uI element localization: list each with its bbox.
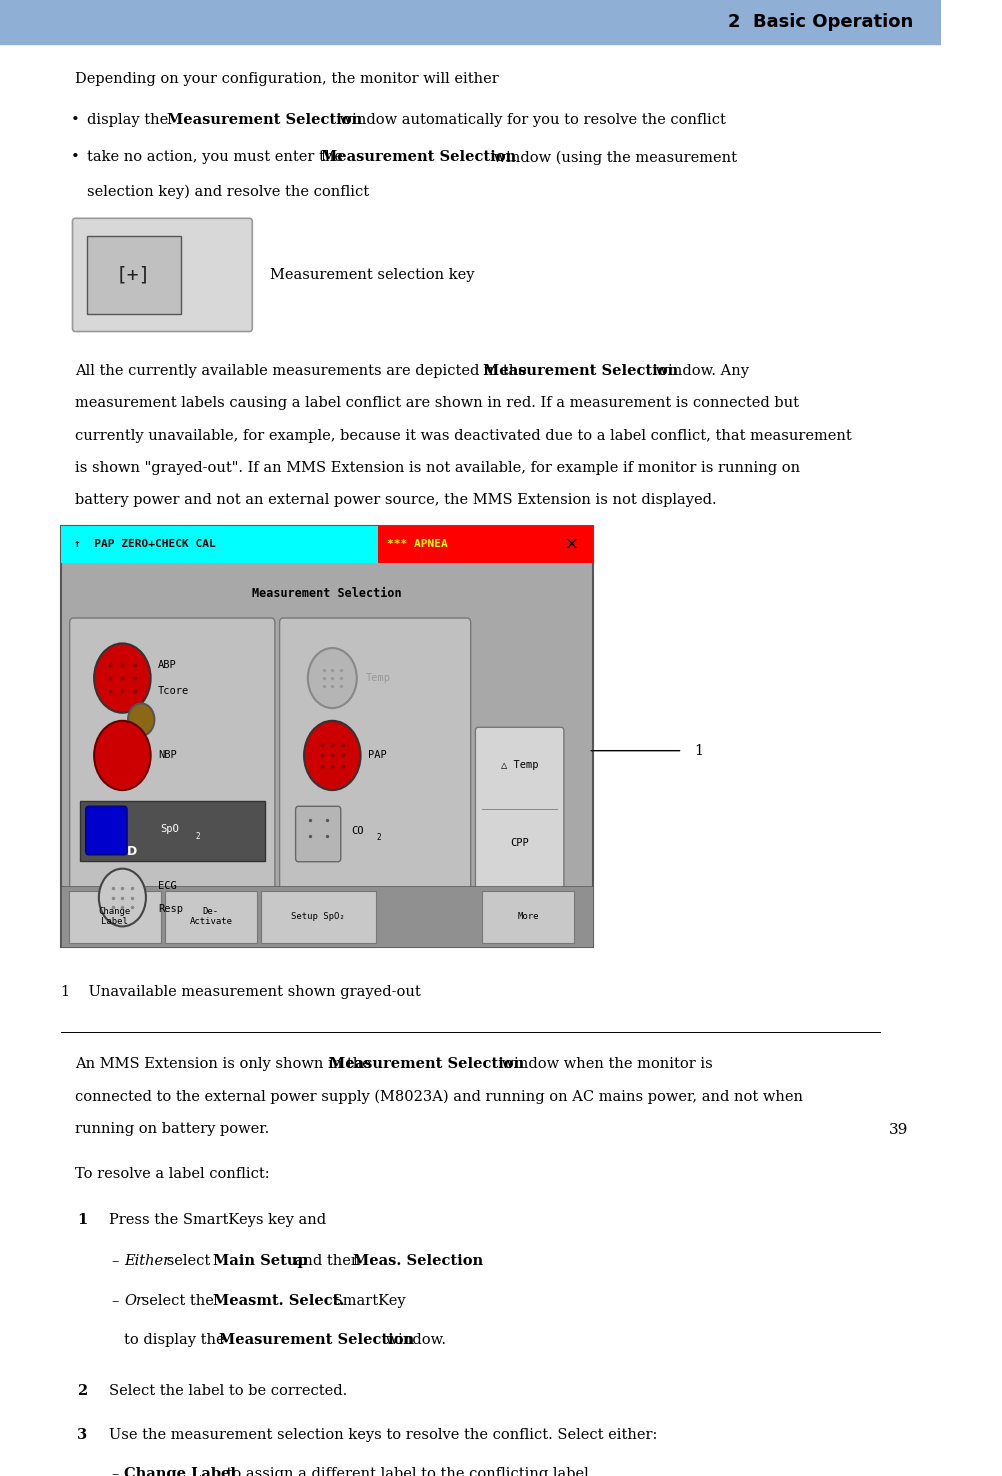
Text: D: D: [126, 844, 137, 858]
Text: Measmt. Select.: Measmt. Select.: [212, 1294, 344, 1308]
Text: To resolve a label conflict:: To resolve a label conflict:: [75, 1166, 270, 1181]
Bar: [164, 890, 257, 943]
Bar: [482, 890, 574, 943]
Text: Measurement Selection: Measurement Selection: [253, 587, 402, 601]
FancyBboxPatch shape: [69, 618, 275, 927]
Text: window automatically for you to resolve the conflict: window automatically for you to resolve …: [335, 114, 725, 127]
Text: *** APNEA: *** APNEA: [387, 539, 447, 549]
Text: to display the: to display the: [124, 1333, 229, 1348]
FancyBboxPatch shape: [296, 806, 341, 862]
Text: ×: ×: [564, 536, 578, 554]
Text: battery power and not an external power source, the MMS Extension is not display: battery power and not an external power …: [75, 493, 716, 508]
Circle shape: [99, 869, 145, 927]
Text: An MMS Extension is only shown in the: An MMS Extension is only shown in the: [75, 1057, 376, 1072]
Text: SpO: SpO: [160, 825, 178, 834]
Circle shape: [128, 704, 154, 737]
Text: 1: 1: [77, 1213, 87, 1227]
Bar: [69, 890, 160, 943]
Text: 2  Basic Operation: 2 Basic Operation: [727, 13, 912, 31]
Text: All the currently available measurements are depicted in the: All the currently available measurements…: [75, 365, 531, 378]
Text: ECG: ECG: [158, 881, 176, 892]
Text: Measurement Selection: Measurement Selection: [218, 1333, 414, 1348]
Text: [+]: [+]: [116, 266, 151, 285]
Text: running on battery power.: running on battery power.: [75, 1122, 270, 1135]
Text: 1    Unavailable measurement shown grayed-out: 1 Unavailable measurement shown grayed-o…: [61, 986, 421, 999]
Circle shape: [94, 644, 150, 713]
Text: Either: Either: [124, 1255, 170, 1268]
Text: NBP: NBP: [158, 750, 176, 760]
Text: SmartKey: SmartKey: [328, 1294, 406, 1308]
Circle shape: [304, 720, 360, 790]
Text: selection key) and resolve the conflict: selection key) and resolve the conflict: [86, 184, 369, 199]
Text: More: More: [517, 912, 538, 921]
Text: –: –: [111, 1467, 118, 1476]
Text: 2: 2: [77, 1384, 87, 1398]
Text: window. Any: window. Any: [650, 365, 748, 378]
Text: and then: and then: [290, 1255, 365, 1268]
Text: Setup SpO₂: Setup SpO₂: [291, 912, 345, 921]
Text: window.: window.: [381, 1333, 446, 1348]
Text: Measurement Selection: Measurement Selection: [166, 114, 362, 127]
Bar: [378, 525, 592, 562]
Text: •: •: [70, 151, 79, 164]
FancyBboxPatch shape: [72, 218, 253, 332]
Bar: [61, 886, 592, 948]
Text: select the: select the: [136, 1294, 218, 1308]
Text: Measurement Selection: Measurement Selection: [483, 365, 677, 378]
Text: currently unavailable, for example, because it was deactivated due to a label co: currently unavailable, for example, beca…: [75, 428, 852, 443]
Text: PAP: PAP: [368, 750, 387, 760]
Text: –: –: [111, 1294, 118, 1308]
Text: Change
Label: Change Label: [98, 906, 131, 927]
Text: Temp: Temp: [366, 673, 391, 683]
Text: –: –: [111, 1255, 118, 1268]
Bar: [61, 525, 378, 562]
Text: 1: 1: [693, 744, 702, 757]
Text: window when the monitor is: window when the monitor is: [497, 1057, 712, 1072]
Bar: [261, 890, 375, 943]
Text: 39: 39: [888, 1123, 908, 1137]
Bar: [0, 0, 941, 44]
Text: Measurement selection key: Measurement selection key: [270, 269, 474, 282]
Text: 2: 2: [195, 832, 200, 841]
Circle shape: [94, 720, 150, 790]
Text: Depending on your configuration, the monitor will either: Depending on your configuration, the mon…: [75, 72, 499, 86]
Text: window (using the measurement: window (using the measurement: [488, 151, 735, 164]
FancyBboxPatch shape: [280, 618, 470, 927]
Text: CO: CO: [351, 825, 364, 835]
Text: take no action, you must enter the: take no action, you must enter the: [86, 151, 347, 164]
Text: Use the measurement selection keys to resolve the conflict. Select either:: Use the measurement selection keys to re…: [109, 1427, 657, 1442]
Text: Tcore: Tcore: [158, 686, 189, 695]
Text: Measurement Selection: Measurement Selection: [321, 151, 515, 164]
Text: •: •: [70, 114, 79, 127]
Bar: [80, 800, 265, 861]
Text: Resp: Resp: [158, 905, 183, 914]
Text: 3: 3: [77, 1427, 87, 1442]
Circle shape: [308, 648, 357, 708]
Text: Select the label to be corrected.: Select the label to be corrected.: [109, 1384, 347, 1398]
Text: display the: display the: [86, 114, 172, 127]
Text: Press the SmartKeys key and: Press the SmartKeys key and: [109, 1213, 326, 1227]
FancyBboxPatch shape: [85, 806, 127, 855]
Text: : to assign a different label to the conflicting label.: : to assign a different label to the con…: [216, 1467, 592, 1476]
Text: △ Temp: △ Temp: [500, 760, 538, 770]
Text: Meas. Selection: Meas. Selection: [353, 1255, 483, 1268]
Text: CPP: CPP: [510, 838, 528, 849]
Text: ABP: ABP: [158, 660, 176, 670]
FancyBboxPatch shape: [475, 728, 563, 890]
Text: connected to the external power supply (M8023A) and running on AC mains power, a: connected to the external power supply (…: [75, 1089, 803, 1104]
Text: 2: 2: [376, 832, 381, 841]
Text: Change Label: Change Label: [124, 1467, 236, 1476]
Text: ↑  PAP ZERO+CHECK CAL: ↑ PAP ZERO+CHECK CAL: [74, 539, 215, 549]
Text: is shown "grayed-out". If an MMS Extension is not available, for example if moni: is shown "grayed-out". If an MMS Extensi…: [75, 461, 800, 475]
Text: Or: Or: [124, 1294, 143, 1308]
Bar: [61, 525, 592, 948]
Text: select: select: [162, 1255, 214, 1268]
Text: Main Setup: Main Setup: [212, 1255, 307, 1268]
Text: measurement labels causing a label conflict are shown in red. If a measurement i: measurement labels causing a label confl…: [75, 396, 799, 410]
Text: Measurement Selection: Measurement Selection: [329, 1057, 524, 1072]
Text: De-
Activate: De- Activate: [189, 906, 232, 927]
Bar: [86, 236, 180, 314]
